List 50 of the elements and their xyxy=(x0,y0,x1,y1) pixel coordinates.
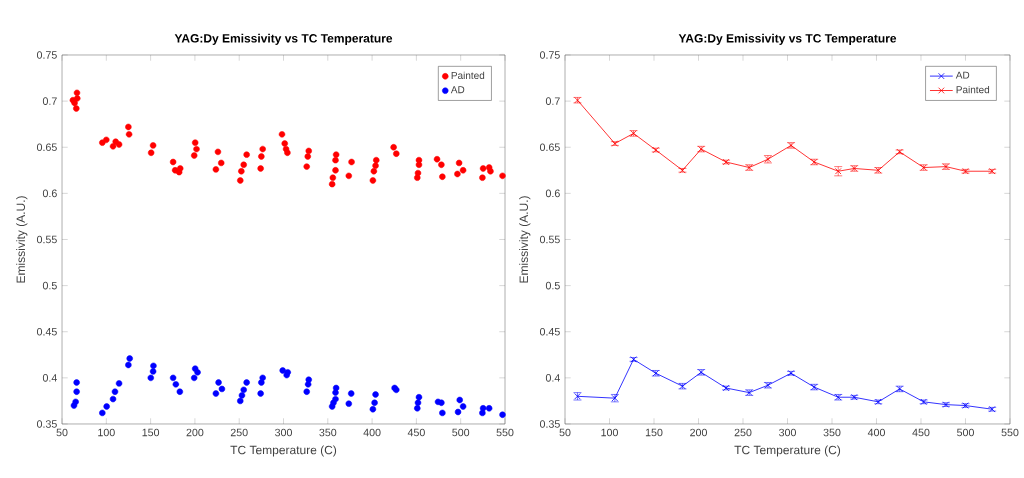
y-tick-label: 0.75 xyxy=(36,51,57,59)
x-tick-label: 550 xyxy=(1001,428,1019,437)
x-tick-label: 250 xyxy=(734,428,752,437)
y-tick-label: 0.35 xyxy=(539,420,560,428)
y-tick-label: 0.6 xyxy=(42,189,57,198)
y-tick-label: 0.5 xyxy=(545,281,560,290)
chart-title: YAG:Dy Emissivity vs TC Temperature xyxy=(174,33,393,45)
x-tick-label: 200 xyxy=(186,428,204,437)
y-tick-label: 0.75 xyxy=(539,51,560,59)
x-tick-label: 150 xyxy=(645,428,663,437)
y-tick-label: 0.6 xyxy=(545,189,560,198)
x-tick-label: 100 xyxy=(98,428,115,437)
y-tick-label: 0.65 xyxy=(539,143,560,152)
y-tick-label: 0.65 xyxy=(36,143,57,152)
x-tick-label: 500 xyxy=(957,428,974,437)
chart-title: YAG:Dy Emissivity vs TC Temperature xyxy=(678,33,897,45)
x-tick-label: 50 xyxy=(559,428,571,437)
y-tick-label: 0.45 xyxy=(36,327,57,336)
x-tick-label: 400 xyxy=(363,428,381,437)
x-tick-label: 450 xyxy=(407,428,425,437)
x-tick-label: 550 xyxy=(496,428,514,437)
y-tick-label: 0.45 xyxy=(539,327,560,336)
x-tick-label: 350 xyxy=(823,428,841,437)
x-tick-label: 300 xyxy=(275,428,292,437)
y-tick-label: 0.7 xyxy=(42,97,57,105)
y-tick-label: 0.4 xyxy=(545,374,560,382)
x-axis-title: TC Temperature (C) xyxy=(230,445,337,457)
legend-label: Painted xyxy=(451,71,485,80)
y-tick-label: 0.7 xyxy=(545,97,560,105)
y-tick-label: 0.5 xyxy=(42,281,57,290)
x-tick-label: 300 xyxy=(779,428,796,437)
x-tick-label: 150 xyxy=(142,428,160,437)
y-tick-label: 0.35 xyxy=(36,420,57,428)
x-axis-title: TC Temperature (C) xyxy=(734,445,841,457)
x-tick-label: 450 xyxy=(912,428,930,437)
x-tick-label: 200 xyxy=(690,428,707,437)
y-axis-title: Emissivity (A.U.) xyxy=(16,196,28,283)
legend-label: AD xyxy=(450,86,465,94)
legend-label: AD xyxy=(955,71,970,79)
x-tick-label: 400 xyxy=(867,428,885,437)
x-tick-label: 50 xyxy=(56,428,68,437)
y-tick-label: 0.55 xyxy=(36,235,57,244)
x-tick-label: 250 xyxy=(230,428,248,437)
y-tick-label: 0.4 xyxy=(42,374,57,382)
y-tick-label: 0.55 xyxy=(539,235,560,244)
x-tick-label: 350 xyxy=(319,428,337,437)
y-axis-title: Emissivity (A.U.) xyxy=(519,196,531,283)
x-tick-label: 500 xyxy=(452,428,470,437)
legend-label: Painted xyxy=(956,85,990,94)
x-tick-label: 100 xyxy=(601,428,618,437)
